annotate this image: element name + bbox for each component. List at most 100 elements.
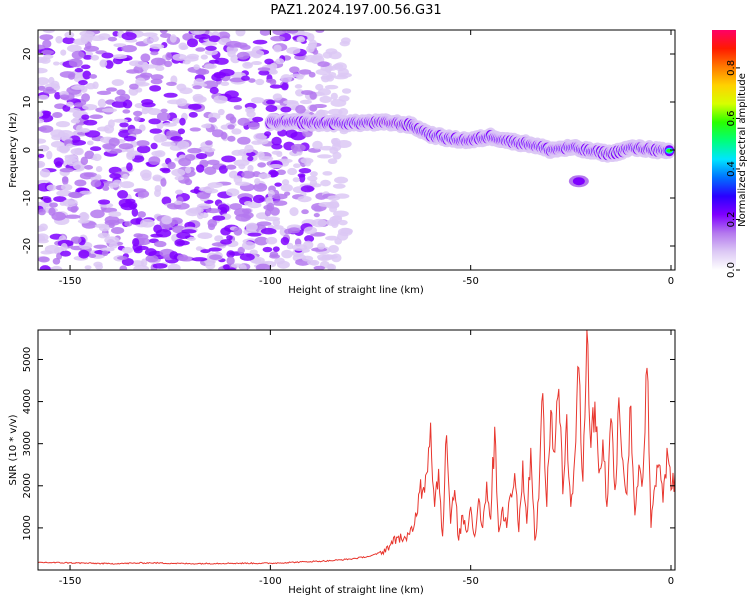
noise-blob <box>97 199 111 205</box>
noise-blob <box>338 219 348 226</box>
noise-blob <box>337 72 352 78</box>
noise-blob <box>207 223 216 231</box>
noise-blob <box>272 30 286 36</box>
noise-blob <box>133 110 143 117</box>
noise-blob <box>148 156 161 166</box>
noise-blob <box>207 182 223 189</box>
noise-blob <box>280 236 290 246</box>
noise-blob <box>38 162 44 168</box>
noise-blob <box>90 179 102 188</box>
noise-blob <box>54 161 63 168</box>
noise-blob <box>194 33 211 40</box>
noise-blob <box>55 35 63 44</box>
noise-blob <box>298 69 312 75</box>
noise-blob <box>217 108 225 116</box>
noise-blob <box>224 90 239 99</box>
noise-blob <box>195 206 202 213</box>
noise-blob <box>46 184 57 191</box>
noise-blob <box>309 104 318 112</box>
spectrogram-heatmap <box>38 30 675 270</box>
noise-blob <box>335 139 352 149</box>
noise-blob <box>70 236 82 244</box>
noise-blob <box>74 179 87 187</box>
noise-blob <box>272 246 280 252</box>
noise-blob <box>320 179 331 187</box>
noise-blob <box>176 254 189 262</box>
noise-blob <box>149 128 163 134</box>
noise-blob <box>70 148 83 155</box>
noise-blob <box>42 30 56 34</box>
noise-blob <box>116 218 125 224</box>
noise-blob <box>119 181 135 189</box>
noise-blob <box>116 256 128 261</box>
noise-blob <box>118 198 133 208</box>
noise-blob <box>237 246 245 254</box>
colorbar-tick-label: 0.8 <box>726 60 737 76</box>
noise-blob <box>102 143 116 150</box>
noise-blob <box>242 61 253 69</box>
noise-blob <box>300 157 314 164</box>
noise-blob <box>251 61 262 66</box>
noise-blob <box>148 118 161 125</box>
noise-blob <box>272 193 288 200</box>
noise-blob <box>253 132 267 141</box>
noise-blob <box>227 124 235 130</box>
noise-blob <box>248 78 256 83</box>
noise-blob <box>241 241 256 250</box>
noise-blob <box>241 170 256 179</box>
noise-blob <box>130 260 145 267</box>
noise-blob <box>289 66 300 74</box>
noise-blob <box>59 167 74 173</box>
noise-blob <box>143 37 154 45</box>
noise-blob <box>66 44 82 53</box>
noise-blob <box>225 188 240 197</box>
noise-blob <box>229 203 243 210</box>
noise-blob <box>324 84 339 90</box>
noise-blob <box>82 54 93 60</box>
noise-blob <box>121 258 134 266</box>
noise-blob <box>186 38 198 48</box>
noise-blob <box>226 256 235 266</box>
noise-blob <box>311 218 327 228</box>
colorbar-ticks: 0.0 0.2 0.4 0.6 0.8 <box>726 60 740 278</box>
noise-blob <box>68 191 82 198</box>
noise-blob <box>327 158 338 165</box>
noise-blob <box>74 68 84 73</box>
noise-blob <box>189 127 201 132</box>
spectrogram-xtick-label: -50 <box>463 276 479 287</box>
noise-blob <box>257 67 271 72</box>
noise-blob <box>307 175 318 182</box>
noise-blob <box>287 167 298 176</box>
noise-blob <box>186 236 196 242</box>
noise-blob <box>52 111 63 119</box>
noise-blob <box>133 247 143 254</box>
noise-blob <box>119 265 128 270</box>
noise-blob <box>259 30 271 36</box>
noise-blob <box>99 59 108 68</box>
noise-blob <box>133 115 141 122</box>
noise-blob <box>70 139 87 146</box>
noise-blob <box>181 229 197 234</box>
noise-blob <box>317 61 330 67</box>
noise-blob <box>226 267 237 270</box>
noise-blob <box>166 81 177 86</box>
noise-blob <box>42 88 57 94</box>
snr-axes: -150 -100 -50 0 1000 2000 3000 4000 5000 <box>22 330 675 587</box>
snr-line <box>38 330 675 565</box>
noise-blob <box>283 100 299 105</box>
noise-blob <box>151 150 163 157</box>
noise-blob <box>183 55 199 62</box>
noise-blob <box>245 222 258 232</box>
noise-blob <box>166 99 183 105</box>
noise-blob <box>81 64 91 70</box>
noise-blob <box>89 74 98 79</box>
noise-blob <box>38 77 50 86</box>
noise-blob <box>169 34 177 43</box>
noise-blob <box>160 108 168 113</box>
noise-blob <box>178 42 188 50</box>
noise-blob <box>204 166 217 176</box>
noise-blob <box>281 82 289 91</box>
noise-blob <box>286 30 299 34</box>
noise-blob <box>90 146 102 152</box>
noise-blob <box>254 236 269 246</box>
